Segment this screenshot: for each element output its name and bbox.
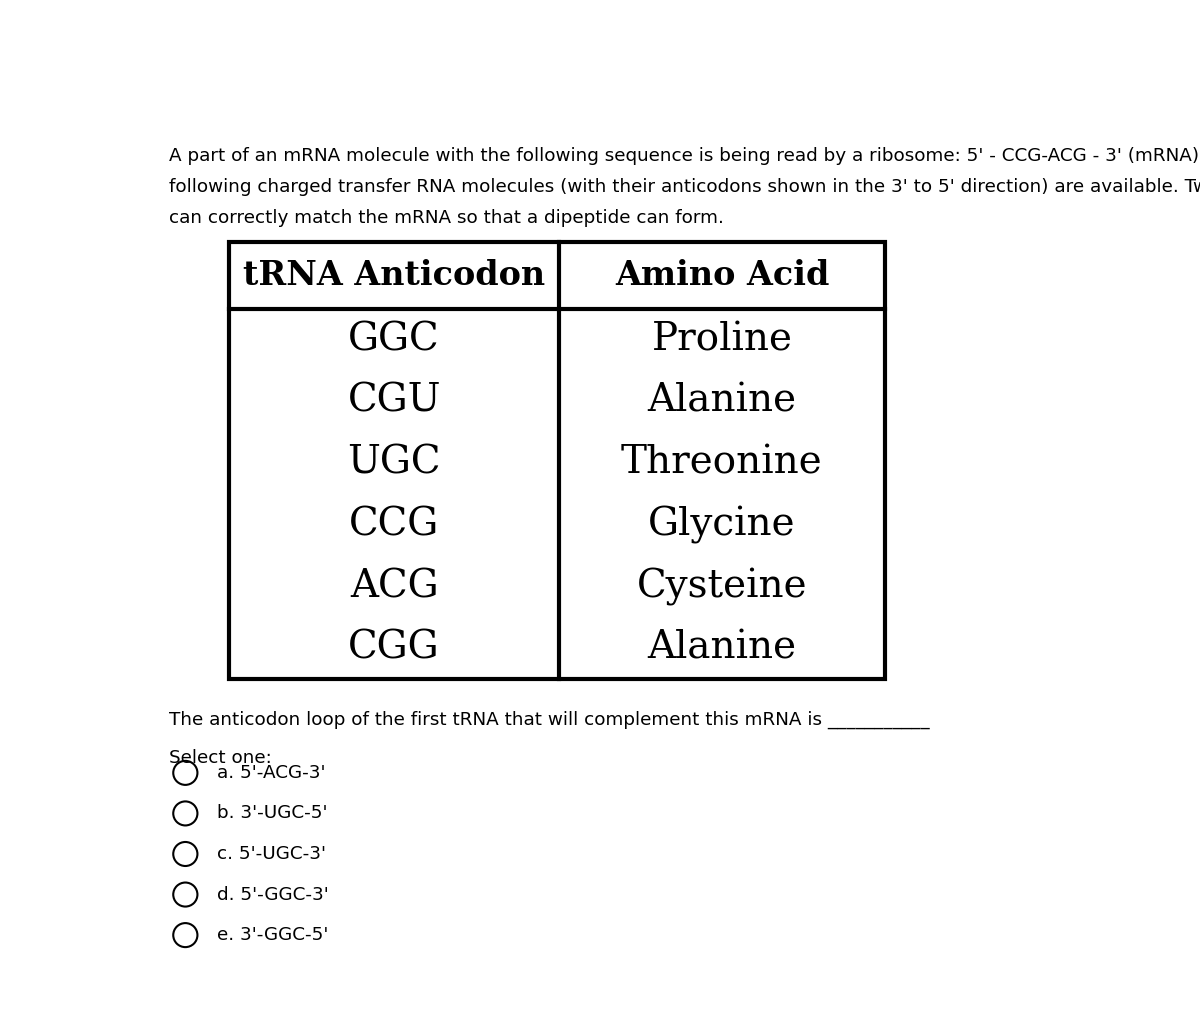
Text: can correctly match the mRNA so that a dipeptide can form.: can correctly match the mRNA so that a d… <box>168 209 724 227</box>
Text: ACG: ACG <box>350 568 438 605</box>
Text: Glycine: Glycine <box>648 505 796 544</box>
Text: e. 3'-GGC-5': e. 3'-GGC-5' <box>217 926 329 944</box>
Text: Proline: Proline <box>652 321 792 359</box>
Bar <box>229 242 884 680</box>
Text: d. 5'-GGC-3': d. 5'-GGC-3' <box>217 885 329 904</box>
Text: Alanine: Alanine <box>647 383 797 420</box>
Text: CGG: CGG <box>348 630 440 667</box>
Text: Threonine: Threonine <box>622 445 823 481</box>
Text: Amino Acid: Amino Acid <box>614 259 829 292</box>
Text: A part of an mRNA molecule with the following sequence is being read by a riboso: A part of an mRNA molecule with the foll… <box>168 147 1200 164</box>
Text: CCG: CCG <box>349 506 439 543</box>
Text: GGC: GGC <box>348 321 440 359</box>
Text: c. 5'-UGC-3': c. 5'-UGC-3' <box>217 845 326 863</box>
Text: a. 5'-ACG-3': a. 5'-ACG-3' <box>217 764 325 782</box>
Text: CGU: CGU <box>347 383 440 420</box>
Text: tRNA Anticodon: tRNA Anticodon <box>244 259 545 292</box>
Text: b. 3'-UGC-5': b. 3'-UGC-5' <box>217 804 328 823</box>
Text: Select one:: Select one: <box>168 750 271 768</box>
Text: Alanine: Alanine <box>647 630 797 667</box>
Text: following charged transfer RNA molecules (with their anticodons shown in the 3' : following charged transfer RNA molecules… <box>168 177 1200 196</box>
Text: Cysteine: Cysteine <box>637 567 808 606</box>
Text: UGC: UGC <box>347 445 440 481</box>
Text: The anticodon loop of the first tRNA that will complement this mRNA is _________: The anticodon loop of the first tRNA tha… <box>168 710 929 728</box>
